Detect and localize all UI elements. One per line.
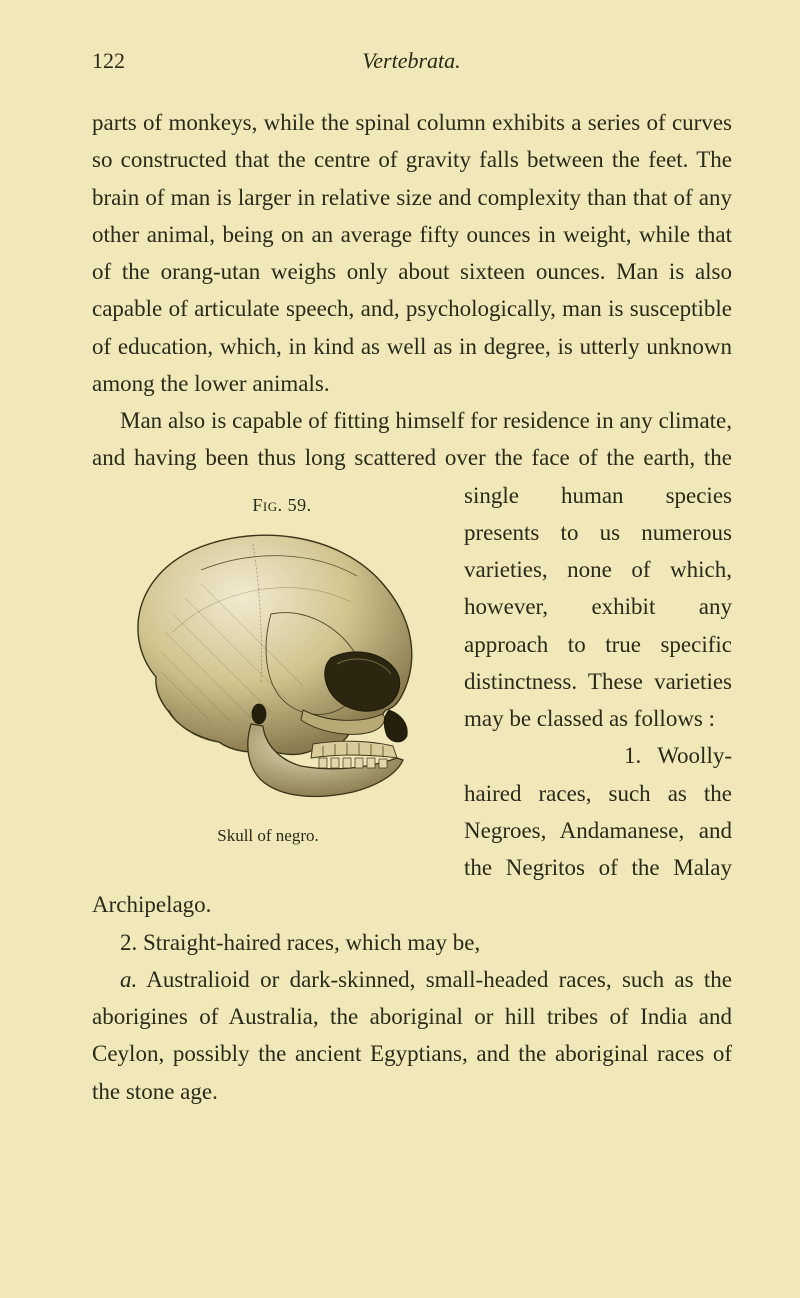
running-head: Vertebrata. (125, 48, 698, 74)
body-text: parts of monkeys, while the spinal colum… (92, 104, 732, 1110)
figure-caption: Skull of negro. (217, 826, 319, 845)
paragraph-5-text: Australioid or dark-skinned, small-heade… (92, 967, 732, 1104)
paragraph-5-letter: a. (120, 967, 137, 992)
page-header: 122 Vertebrata. (92, 48, 732, 74)
figure-label: Fig. 59. (252, 495, 311, 515)
paragraph-1: parts of monkeys, while the spinal colum… (92, 104, 732, 402)
paragraph-2: Man also is capable of fitting himself f… (92, 402, 732, 737)
page-number: 122 (92, 48, 125, 74)
skull-illustration (101, 522, 441, 802)
figure-block: Fig. 59. (92, 485, 444, 853)
paragraph-5: a. Australioid or dark-skinned, small-he… (92, 961, 732, 1110)
p2-wrap-text: over the face of the earth, the single h… (445, 445, 732, 731)
paragraph-4: 2. Straight-haired races, which may be, (92, 924, 732, 961)
